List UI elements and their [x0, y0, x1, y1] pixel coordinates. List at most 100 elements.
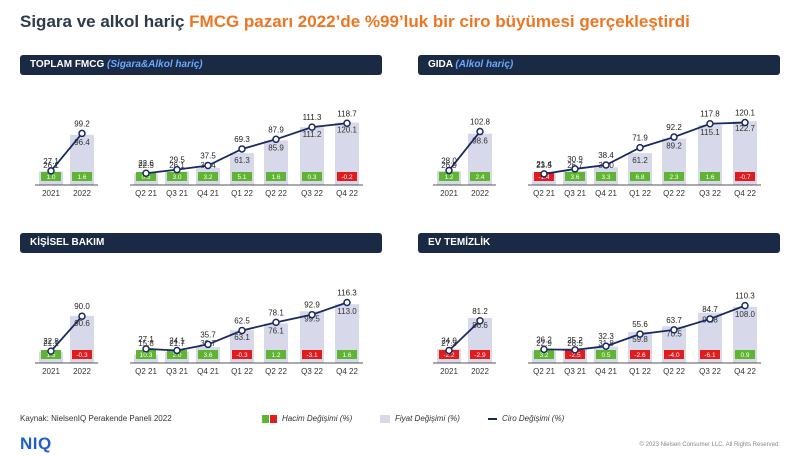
ciro-label: 25.2 — [567, 336, 583, 345]
hacim-label: 1.6 — [705, 174, 714, 181]
hacim-box — [735, 350, 755, 359]
hacim-box — [232, 350, 252, 359]
ciro-point — [343, 298, 351, 307]
ciro-label: 21.4 — [536, 160, 552, 169]
x-tick-label: Q2 21 — [135, 189, 157, 198]
hacim-label: -2.5 — [569, 352, 581, 359]
hacim-box — [630, 172, 650, 181]
hacim-box — [470, 172, 490, 181]
panel-header: TOPLAM FMCG (Sigara&Alkol hariç) — [20, 55, 382, 75]
x-tick-label: Q2 21 — [533, 189, 555, 198]
ciro-point — [670, 326, 678, 334]
x-tick-label: Q2 22 — [663, 189, 685, 198]
hacim-label: -0.3 — [76, 352, 88, 359]
hacim-label: -2.2 — [443, 352, 455, 359]
chart-panel-kisisel-bakim: KİŞİSEL BAKIM 21.190.615.821.730.763.176… — [20, 233, 382, 393]
bar-fiyat-label: 115.1 — [700, 128, 720, 137]
hacim-label: 1.2 — [444, 174, 453, 181]
ciro-label: 78.1 — [268, 308, 284, 317]
ciro-point — [540, 170, 548, 178]
hacim-box — [136, 350, 156, 359]
ciro-label: 28.0 — [441, 156, 457, 165]
hacim-box — [72, 172, 92, 181]
ciro-point — [173, 346, 181, 355]
ciro-point — [173, 165, 181, 174]
hacim-box — [266, 350, 286, 359]
ciro-point — [272, 135, 280, 144]
x-tick-label: Q1 22 — [629, 367, 651, 376]
ciro-label: 38.4 — [598, 151, 614, 160]
hacim-label: 5.1 — [237, 174, 246, 181]
bar-fiyat-label: 26.9 — [441, 161, 457, 170]
x-tick-label: 2021 — [42, 367, 60, 376]
ciro-point — [47, 167, 55, 175]
hacim-box — [302, 350, 322, 359]
ciro-label: 84.7 — [702, 305, 718, 314]
panel-subtitle: (Sigara&Alkol hariç) — [107, 59, 203, 70]
bar-fiyat-label: 85.9 — [268, 143, 284, 152]
x-tick-label: Q1 22 — [629, 189, 651, 198]
hacim-label: 1.2 — [271, 352, 280, 359]
ciro-point — [602, 161, 610, 169]
ciro-line — [50, 315, 83, 352]
hacim-box — [232, 172, 252, 181]
x-tick-label: Q2 21 — [135, 367, 157, 376]
panel-title: GIDA — [428, 59, 453, 70]
ciro-label: 22.8 — [43, 337, 59, 346]
x-tick-label: Q3 21 — [166, 367, 188, 376]
ciro-point — [272, 318, 280, 327]
ciro-point — [445, 166, 453, 175]
hacim-label: 2.3 — [669, 174, 678, 181]
x-tick-label: Q3 22 — [699, 189, 721, 198]
bar-fiyat-label: 120.1 — [337, 126, 358, 135]
legend-swatch-fiyat — [380, 414, 390, 423]
hacim-label: 0.5 — [601, 352, 610, 359]
ciro-point — [476, 127, 484, 136]
panel-header: KİŞİSEL BAKIM — [20, 233, 382, 253]
bar-fiyat-label: 63.1 — [234, 333, 250, 342]
ciro-point — [78, 312, 86, 320]
legend-fiyat-label: Fiyat Değişimi (%) — [395, 414, 460, 423]
hacim-box — [700, 350, 720, 359]
x-tick-label: Q4 22 — [336, 189, 358, 198]
bar-fiyat-label: 28.5 — [567, 339, 583, 348]
x-tick-label: Q3 21 — [166, 189, 188, 198]
hacim-label: 3.6 — [570, 174, 579, 181]
bar-fiyat-label: 76.1 — [268, 326, 284, 335]
legend-fiyat: Fiyat Değişimi (%) — [380, 414, 460, 423]
bar-fiyat-label: 23.5 — [536, 161, 552, 170]
ciro-label: 62.5 — [234, 317, 250, 326]
ciro-point — [204, 340, 212, 349]
ciro-label: 22.6 — [138, 159, 154, 168]
x-tick-label: Q3 21 — [564, 189, 586, 198]
x-tick-label: Q4 22 — [734, 189, 756, 198]
ciro-label: 99.2 — [74, 119, 90, 128]
hacim-box — [664, 350, 684, 359]
hacim-label: -2.6 — [634, 352, 646, 359]
legend-swatch-positive — [262, 414, 269, 423]
bar-fiyat-label: 86.6 — [472, 321, 488, 330]
hacim-label: -4.0 — [668, 352, 680, 359]
ciro-label: 87.9 — [268, 125, 284, 134]
hacim-label: 1.0 — [46, 174, 55, 181]
x-tick-label: Q3 22 — [301, 367, 323, 376]
x-tick-label: Q2 22 — [663, 367, 685, 376]
hacim-box — [630, 350, 650, 359]
ciro-point — [238, 145, 246, 153]
bar-fiyat-label: 113.0 — [337, 307, 357, 316]
hacim-label: -0.7 — [739, 174, 751, 181]
bar-fiyat-label: 90.6 — [74, 319, 90, 328]
hacim-label: 3.0 — [172, 174, 181, 181]
x-tick-label: Q1 22 — [231, 367, 253, 376]
ciro-label: 24.0 — [441, 337, 457, 346]
hacim-box — [534, 350, 554, 359]
legend-ciro-label: Ciro Değişimi (%) — [502, 414, 565, 423]
hacim-label: 10.3 — [140, 352, 153, 359]
hacim-box — [337, 172, 357, 181]
x-tick-label: 2022 — [73, 189, 91, 198]
ciro-label: 71.9 — [632, 134, 648, 143]
hacim-box — [596, 172, 616, 181]
ciro-point — [78, 129, 86, 138]
bar-fiyat-label: 21.1 — [43, 339, 59, 348]
hacim-box — [266, 172, 286, 181]
